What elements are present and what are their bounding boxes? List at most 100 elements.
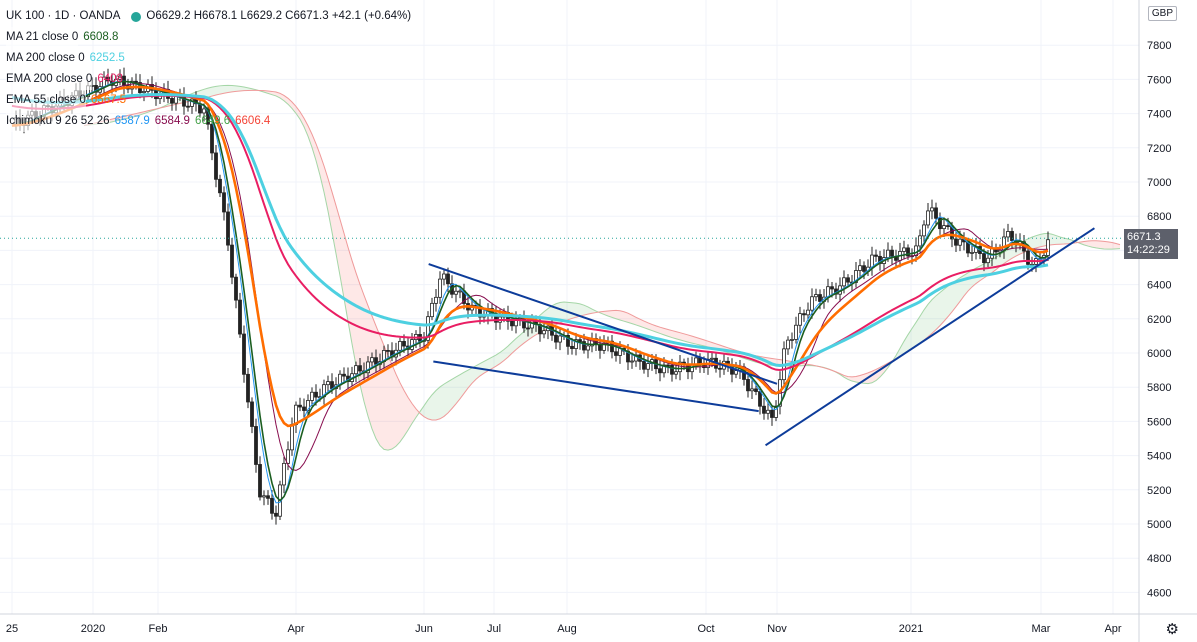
indicator-ichimoku[interactable]: Ichimoku 9 26 52 26 6587.9 6584.9 6649.6… bbox=[6, 111, 416, 132]
ichimoku-cloud-segment bbox=[460, 372, 464, 399]
x-tick-label: Feb bbox=[149, 623, 168, 635]
candle-body bbox=[434, 296, 438, 304]
ichimoku-cloud-segment bbox=[440, 384, 444, 419]
candle-body bbox=[966, 241, 970, 254]
x-tick-label: Oct bbox=[697, 623, 714, 635]
ichimoku-cloud-segment bbox=[228, 85, 232, 93]
ichimoku-cloud-segment bbox=[1032, 235, 1036, 250]
candle-body bbox=[926, 210, 930, 226]
candle-body bbox=[954, 238, 958, 246]
ichimoku-cloud-segment bbox=[376, 325, 380, 446]
ichimoku-cloud-segment bbox=[592, 309, 596, 314]
indicator-ema55[interactable]: EMA 55 close 0 6567.5 bbox=[6, 90, 416, 111]
ichimoku-cloud-segment bbox=[292, 101, 296, 114]
indicator-ma21[interactable]: MA 21 close 0 6608.8 bbox=[6, 27, 416, 48]
candle-body bbox=[230, 244, 234, 278]
trendline[interactable] bbox=[433, 360, 759, 413]
candle-body bbox=[1026, 250, 1030, 265]
candle-body bbox=[202, 108, 206, 114]
candle-body bbox=[310, 391, 314, 401]
candle-body bbox=[718, 367, 722, 370]
indicator-label: MA 200 close 0 bbox=[6, 48, 85, 69]
candle-body bbox=[186, 105, 190, 108]
candle-body bbox=[806, 309, 810, 316]
symbol-title[interactable]: UK 100 · 1D · OANDA bbox=[6, 10, 121, 22]
candle-body bbox=[902, 247, 906, 252]
ichimoku-cloud-segment bbox=[580, 303, 584, 317]
ichimoku-cloud-segment bbox=[212, 86, 216, 97]
ichimoku-cloud-segment bbox=[220, 85, 224, 95]
candle-body bbox=[398, 341, 402, 351]
symbol-row: UK 100 · 1D · OANDA O6629.2 H6678.1 L662… bbox=[6, 6, 416, 27]
trendline[interactable] bbox=[764, 227, 1095, 447]
ichimoku-cloud-segment bbox=[916, 316, 920, 346]
y-tick-label: 5400 bbox=[1147, 451, 1171, 463]
ichimoku-cloud-segment bbox=[920, 309, 924, 344]
y-tick-label: 7400 bbox=[1147, 109, 1171, 121]
candle-body bbox=[214, 152, 218, 180]
y-tick-label: 7000 bbox=[1147, 177, 1171, 189]
indicator-ma200[interactable]: MA 200 close 0 6252.5 bbox=[6, 48, 416, 69]
ichimoku-cloud-segment bbox=[692, 336, 696, 345]
ichimoku-cloud-segment bbox=[304, 118, 308, 137]
indicator-value: 6252.5 bbox=[89, 52, 125, 64]
candle-body bbox=[510, 320, 514, 327]
y-tick-label: 5800 bbox=[1147, 382, 1171, 394]
ichimoku-cloud-segment bbox=[636, 317, 640, 327]
candle-body bbox=[358, 365, 362, 372]
candle-body bbox=[870, 254, 874, 268]
ichimoku-cloud-segment bbox=[504, 346, 508, 361]
candle-body bbox=[862, 265, 866, 272]
x-tick-label: 2021 bbox=[899, 623, 923, 635]
candle-body bbox=[858, 265, 862, 271]
ichimoku-cloud-segment bbox=[652, 324, 656, 332]
candle-body bbox=[458, 290, 462, 293]
candle-body bbox=[890, 249, 894, 257]
candle-body bbox=[614, 351, 618, 356]
candle-body bbox=[282, 462, 286, 486]
indicator-ema200[interactable]: EMA 200 close 0 6408 bbox=[6, 69, 416, 90]
ichimoku-cloud-segment bbox=[444, 381, 448, 417]
candle-body bbox=[970, 251, 974, 254]
candle-body bbox=[810, 296, 814, 311]
ichimoku-cloud-segment bbox=[1112, 242, 1116, 250]
gear-icon[interactable]: ⚙ bbox=[1165, 621, 1179, 638]
candle-body bbox=[234, 276, 238, 301]
ichimoku-cloud-segment bbox=[316, 143, 320, 176]
ichimoku-cloud-segment bbox=[428, 394, 432, 420]
candle-body bbox=[526, 327, 530, 330]
candle-body bbox=[642, 360, 646, 370]
currency-badge[interactable]: GBP bbox=[1147, 6, 1177, 21]
ichimoku-cloud-segment bbox=[364, 295, 368, 417]
ichimoku-cloud-segment bbox=[308, 125, 312, 148]
ichimoku-cloud-segment bbox=[968, 270, 972, 292]
candle-body bbox=[942, 225, 946, 230]
ichimoku-cloud-segment bbox=[236, 85, 240, 92]
y-tick-label: 7800 bbox=[1147, 40, 1171, 52]
ichimoku-cloud-segment bbox=[400, 382, 404, 442]
ichimoku-cloud-segment bbox=[1040, 233, 1044, 247]
candle-body bbox=[106, 76, 110, 82]
ichimoku-cloud-segment bbox=[952, 280, 956, 312]
trendline[interactable] bbox=[428, 263, 778, 385]
y-tick-label: 5600 bbox=[1147, 416, 1171, 428]
ichimoku-cloud-segment bbox=[268, 91, 272, 95]
ichimoku-cloud-segment bbox=[312, 134, 316, 161]
indicator-value: 6408 bbox=[97, 73, 123, 85]
candle-body bbox=[226, 211, 230, 246]
candle-body bbox=[454, 290, 458, 295]
indicator-label: MA 21 close 0 bbox=[6, 27, 79, 48]
candle-body bbox=[274, 512, 278, 517]
ichimoku-cloud-segment bbox=[1036, 234, 1040, 248]
candle-body bbox=[302, 406, 306, 411]
candle-body bbox=[286, 449, 290, 464]
ichimoku-cloud-segment bbox=[932, 295, 936, 334]
candle-body bbox=[250, 401, 254, 427]
candle-body bbox=[374, 357, 378, 365]
x-tick-label: Jun bbox=[415, 623, 433, 635]
y-tick-label: 4800 bbox=[1147, 553, 1171, 565]
ichimoku-cloud-segment bbox=[388, 355, 392, 451]
candle-body bbox=[218, 178, 222, 194]
ichimoku-cloud-segment bbox=[608, 310, 612, 318]
candle-body bbox=[190, 98, 194, 107]
